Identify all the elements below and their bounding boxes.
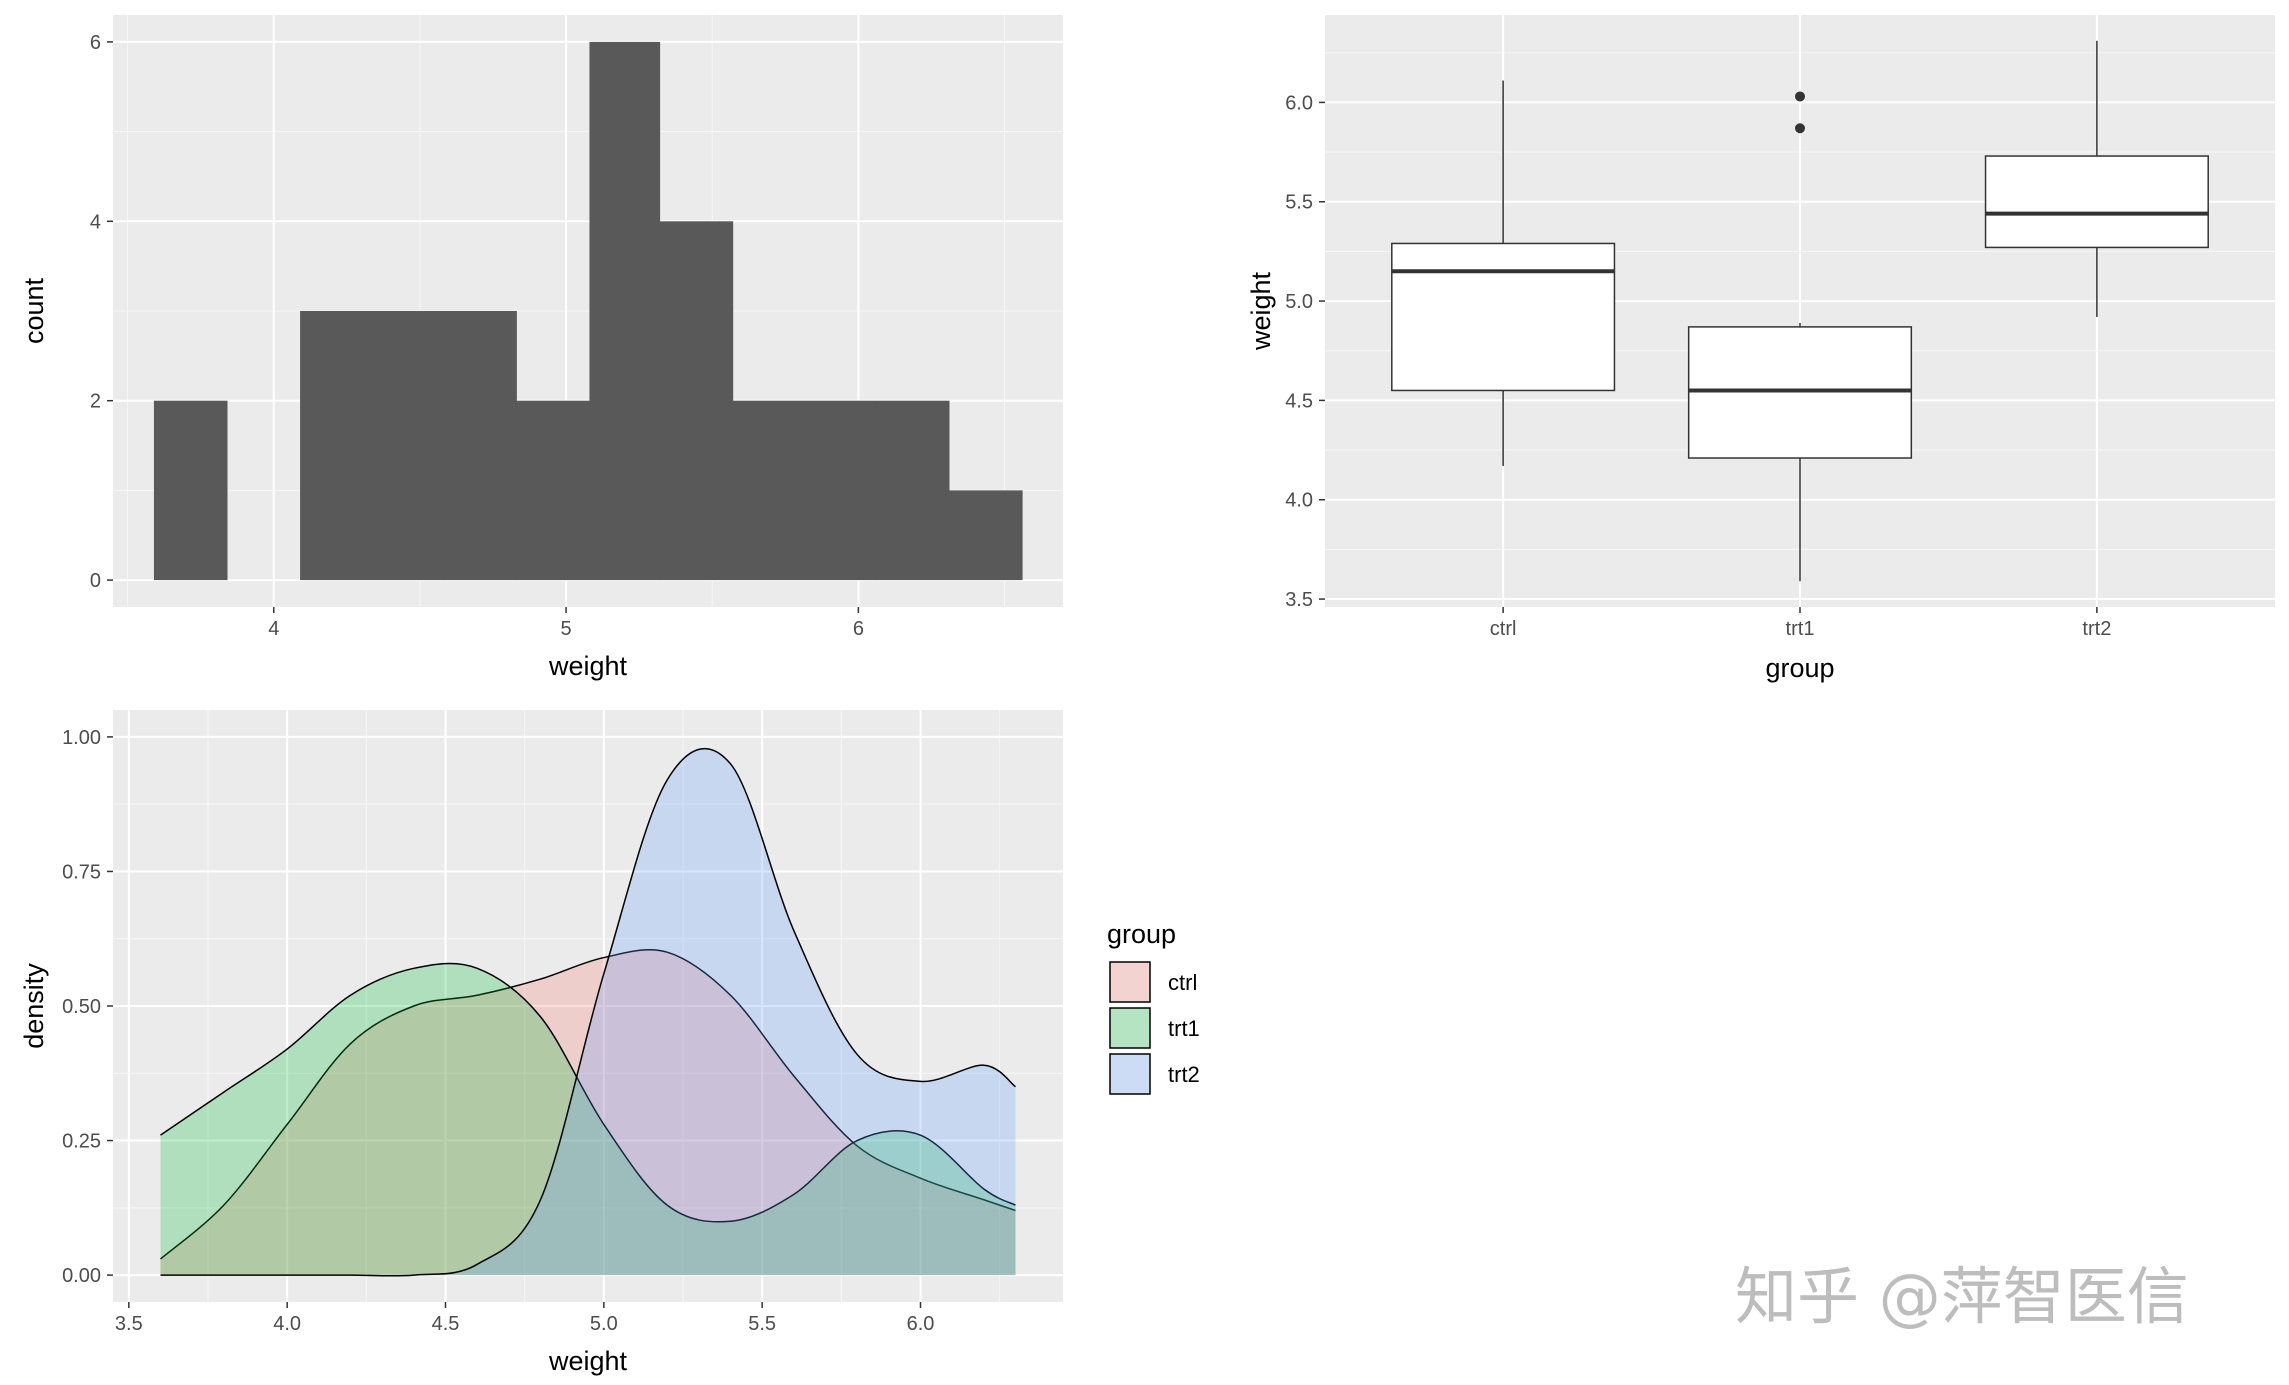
boxplot-y-axis-title: weight [1246, 271, 1276, 351]
density-x-tick-label: 5.0 [590, 1313, 618, 1335]
histogram-x-tick-label: 4 [268, 618, 279, 640]
histogram-bar [589, 41, 661, 581]
watermark-text: 知乎 @萍智医信 [1735, 1260, 2189, 1333]
density-y-tick-label: 1.00 [62, 727, 101, 749]
boxplot-y-ticks: 3.5 4.0 4.5 5.0 5.5 6.0 [1285, 92, 1325, 611]
boxplot-x-ticks: ctrl trt1 trt2 [1490, 607, 2111, 640]
boxplot-x-tick-label: trt1 [1786, 618, 1815, 640]
density-y-tick-label: 0.25 [62, 1131, 101, 1153]
density-line-trt1 [160, 962, 1016, 1223]
density-x-tick-label: 3.5 [115, 1313, 143, 1335]
histogram-y-tick-label: 0 [90, 570, 101, 592]
boxplot-y-tick-label: 5.0 [1285, 291, 1313, 313]
boxplot-outlier-point [1795, 123, 1805, 134]
density-y-tick-label: 0.00 [62, 1265, 101, 1287]
histogram-bars [153, 41, 1023, 581]
histogram-bar [516, 400, 590, 581]
density-major-grid [113, 710, 1063, 1302]
histogram-bar [875, 400, 950, 581]
density-line-ctrl [160, 949, 1016, 1260]
boxplot-box [1391, 242, 1616, 392]
density-x-tick-label: 5.5 [748, 1313, 776, 1335]
boxplot-y-tick-label: 3.5 [1285, 589, 1313, 611]
boxplot-x-axis-title: group [1765, 653, 1834, 683]
histogram-bar [805, 400, 877, 581]
density-y-ticks: 0.00 0.25 0.50 0.75 1.00 [62, 727, 113, 1287]
boxplot-x-tick-label: trt2 [2082, 618, 2111, 640]
legend-items: ctrl trt1 trt2 [1109, 961, 1200, 1095]
histogram-y-tick-label: 6 [90, 32, 101, 54]
histogram-bar [370, 311, 444, 581]
legend-title: group [1107, 919, 1176, 949]
histogram-y-tick-label: 4 [90, 211, 101, 233]
legend-label-trt1: trt1 [1168, 1016, 1200, 1041]
density-x-tick-label: 4.5 [432, 1313, 460, 1335]
legend-key-ctrl [1109, 961, 1151, 1003]
boxplot-y-tick-label: 6.0 [1285, 92, 1313, 114]
legend-key-background [1110, 1054, 1150, 1094]
histogram-bar [300, 311, 371, 581]
density-x-tick-label: 4.0 [273, 1313, 301, 1335]
boxplot-box [1984, 155, 2209, 249]
histogram-x-axis-title: weight [548, 651, 628, 681]
histogram-x-tick-label: 6 [853, 618, 864, 640]
density-panel: 3.5 4.0 4.5 5.0 5.5 6.0 0.000.250.500.751.00 … [19, 710, 1200, 1376]
histogram-bar [659, 221, 734, 581]
density-x-axis-title: weight [548, 1346, 628, 1376]
boxplot-y-tick-label: 4.5 [1285, 390, 1313, 412]
boxplot-panel: ctrl trt1 trt2 3.5 4.0 4.5 5.0 5.5 6.0 group we… [1246, 15, 2275, 683]
histogram-bar [949, 490, 1023, 581]
density-x-tick-label: 6.0 [907, 1313, 935, 1335]
histogram-y-axis-title: count [19, 277, 49, 344]
histogram-bar [443, 311, 517, 581]
histogram-y-ticks: 0 2 4 6 [90, 32, 113, 592]
density-line-trt2 [160, 747, 1016, 1277]
legend-label-trt2: trt2 [1168, 1062, 1200, 1087]
boxplot-outlier-point [1795, 91, 1805, 102]
histogram-x-tick-label: 5 [561, 618, 572, 640]
density-y-tick-label: 0.75 [62, 861, 101, 883]
density-area-ctrl [160, 949, 1016, 1276]
legend-key-background [1110, 1008, 1150, 1048]
histogram-x-ticks: 4 5 6 [268, 607, 864, 640]
boxplot-y-tick-label: 5.5 [1285, 192, 1313, 214]
density-legend: group ctrl trt1 trt2 [1107, 919, 1200, 1095]
histogram-y-tick-label: 2 [90, 391, 101, 413]
histogram-bar [732, 400, 807, 581]
density-x-ticks: 3.5 4.0 4.5 5.0 5.5 6.0 [115, 1302, 934, 1335]
density-curves [160, 747, 1016, 1277]
legend-key-background [1110, 962, 1150, 1002]
density-area-trt1 [160, 963, 1016, 1276]
histogram-panel: 4 5 6 0 2 4 6 weight count [19, 15, 1063, 681]
legend-key-trt1 [1109, 1007, 1151, 1049]
boxplot-boxes [1391, 40, 2209, 582]
legend-label-ctrl: ctrl [1168, 970, 1197, 995]
boxplot-x-tick-label: ctrl [1490, 618, 1517, 640]
density-y-axis-title: density [19, 963, 49, 1049]
density-y-tick-label: 0.50 [62, 996, 101, 1018]
density-area-trt2 [160, 748, 1016, 1276]
histogram-bar [153, 400, 228, 581]
boxplot-y-tick-label: 4.0 [1285, 490, 1313, 512]
legend-key-trt2 [1109, 1053, 1151, 1095]
